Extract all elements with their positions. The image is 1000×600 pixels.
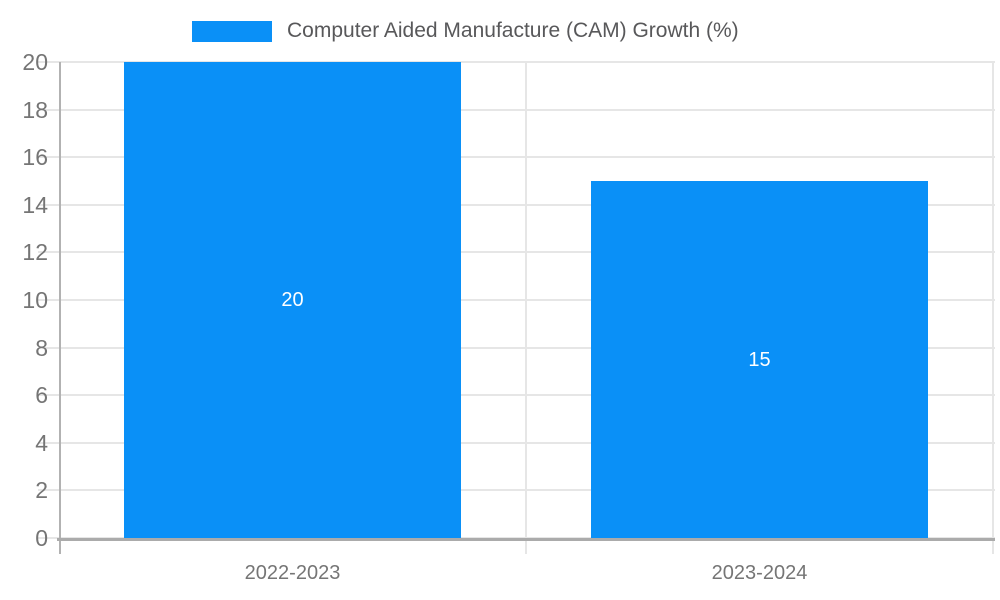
y-tick-label: 4 (35, 429, 48, 456)
y-gridline (38, 251, 995, 254)
y-tick-label: 16 (22, 144, 48, 171)
y-tick-label: 0 (35, 525, 48, 551)
x-tick-label: 2022-2023 (244, 562, 341, 584)
y-gridline (38, 61, 995, 63)
chart-legend[interactable]: Computer Aided Manufacture (CAM) Growth … (192, 17, 739, 45)
x-tick-label: 2023-2024 (711, 562, 808, 584)
y-tick-label: 18 (22, 96, 48, 123)
y-tick-label: 2 (35, 477, 48, 504)
bar-2022-2023[interactable] (123, 62, 462, 538)
y-gridline (38, 394, 995, 397)
y-tick-label: 10 (22, 287, 48, 313)
x-axis-line (57, 538, 995, 541)
y-tick-label: 8 (35, 334, 48, 361)
y-gridline (38, 299, 995, 301)
y-axis-line (59, 62, 61, 554)
bar-2023-2024[interactable] (590, 181, 929, 538)
y-tick-label: 14 (22, 191, 48, 218)
y-tick-label: 20 (22, 49, 48, 75)
y-gridline (38, 441, 995, 444)
y-gridline (38, 156, 995, 159)
y-gridline (38, 108, 995, 111)
y-gridline (38, 203, 995, 206)
legend-label: Computer Aided Manufacture (CAM) Growth … (287, 19, 739, 42)
y-tick-label: 12 (22, 239, 48, 266)
category-divider-line (992, 62, 994, 554)
bar-value-label: 20 (281, 289, 304, 311)
y-gridline (38, 346, 995, 349)
bar-value-label: 15 (748, 348, 771, 371)
y-gridline (38, 489, 995, 492)
legend-swatch-icon (192, 20, 272, 42)
category-divider-line (525, 62, 527, 554)
y-tick-label: 6 (35, 382, 48, 409)
